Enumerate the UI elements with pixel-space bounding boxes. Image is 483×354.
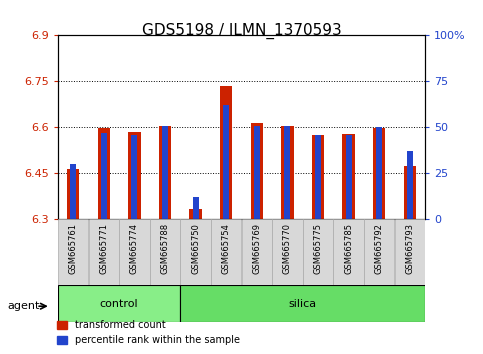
Bar <box>193 198 199 219</box>
Text: GSM665770: GSM665770 <box>283 223 292 274</box>
Bar <box>181 219 211 285</box>
Bar <box>162 126 168 219</box>
Text: agent: agent <box>7 301 40 311</box>
Legend: transformed count, percentile rank within the sample: transformed count, percentile rank withi… <box>53 316 243 349</box>
Bar <box>101 133 107 219</box>
Text: GSM665775: GSM665775 <box>313 223 323 274</box>
Text: GSM665769: GSM665769 <box>252 223 261 274</box>
Text: GSM665750: GSM665750 <box>191 223 200 274</box>
Bar <box>211 219 242 285</box>
Bar <box>303 219 333 285</box>
Bar <box>315 135 321 219</box>
Text: GSM665788: GSM665788 <box>160 223 170 274</box>
Bar <box>373 128 385 219</box>
Bar <box>223 105 229 219</box>
Bar <box>272 219 302 285</box>
Bar <box>58 219 88 285</box>
Bar <box>70 164 76 219</box>
Text: GSM665792: GSM665792 <box>375 223 384 274</box>
Bar <box>89 219 119 285</box>
Bar <box>251 123 263 219</box>
Bar <box>254 126 260 219</box>
Bar <box>159 126 171 219</box>
Bar <box>364 219 394 285</box>
Bar <box>67 169 79 219</box>
Bar <box>128 132 141 219</box>
Text: GSM665793: GSM665793 <box>405 223 414 274</box>
Text: GSM665785: GSM665785 <box>344 223 353 274</box>
Bar <box>98 128 110 219</box>
Bar <box>342 134 355 219</box>
Text: GSM665774: GSM665774 <box>130 223 139 274</box>
Bar <box>189 209 202 219</box>
Bar <box>312 135 324 219</box>
Text: GSM665754: GSM665754 <box>222 223 231 274</box>
Bar <box>119 219 150 285</box>
Text: control: control <box>100 298 139 309</box>
Bar <box>345 135 352 219</box>
Bar <box>242 219 272 285</box>
Bar <box>404 166 416 219</box>
Bar <box>281 126 294 219</box>
Bar <box>407 152 413 219</box>
Text: silica: silica <box>289 298 317 309</box>
Text: GSM665761: GSM665761 <box>69 223 78 274</box>
Text: GSM665771: GSM665771 <box>99 223 108 274</box>
Bar <box>220 86 232 219</box>
Bar <box>284 126 290 219</box>
Bar <box>333 219 364 285</box>
Bar <box>180 285 425 322</box>
Bar <box>376 127 382 219</box>
Bar <box>150 219 180 285</box>
Bar <box>395 219 425 285</box>
Text: GDS5198 / ILMN_1370593: GDS5198 / ILMN_1370593 <box>142 23 341 39</box>
Bar <box>131 135 138 219</box>
Bar <box>58 285 180 322</box>
